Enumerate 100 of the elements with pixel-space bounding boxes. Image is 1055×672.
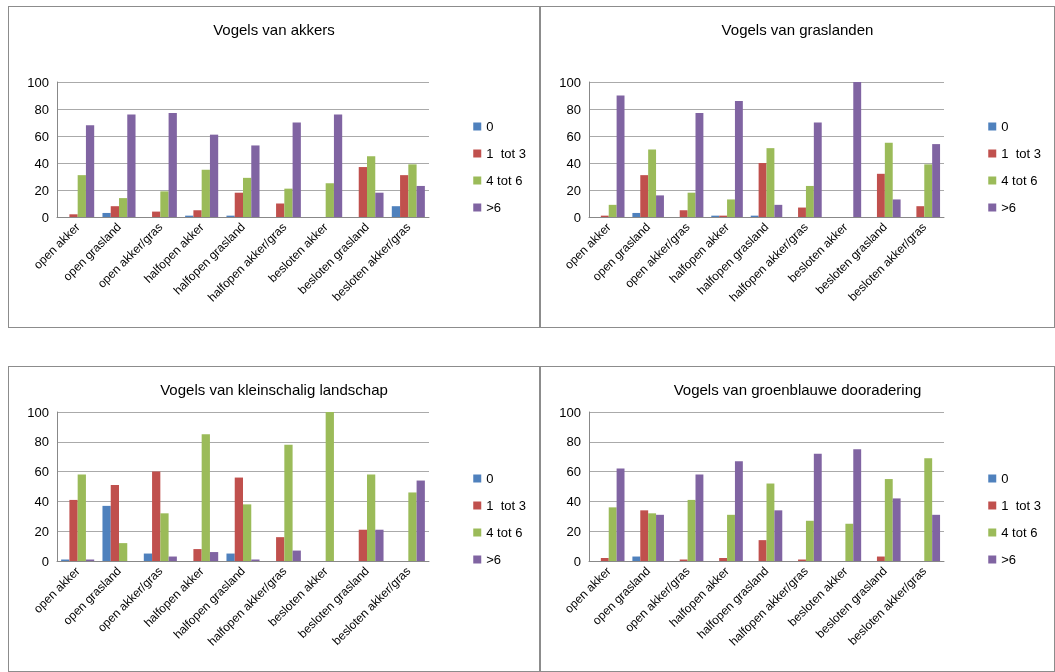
- bar: [367, 474, 376, 561]
- bar: [640, 175, 649, 217]
- legend-label: >6: [1001, 552, 1017, 567]
- chart-title: Vogels van kleinschalig landschap: [160, 381, 388, 398]
- bar: [616, 468, 625, 561]
- y-tick-label: 0: [41, 209, 49, 225]
- bar: [774, 204, 783, 217]
- y-tick-label: 0: [573, 553, 581, 569]
- bar: [375, 192, 384, 217]
- bar: [648, 513, 657, 561]
- bar: [243, 504, 252, 561]
- y-tick-label: 100: [27, 404, 49, 420]
- y-tick-label: 60: [566, 128, 581, 144]
- bar: [774, 510, 783, 561]
- bar: [358, 167, 367, 217]
- bar: [243, 177, 252, 217]
- bar: [358, 529, 367, 561]
- bar: [884, 479, 893, 561]
- legend-label: 1 tot 3: [486, 146, 526, 161]
- y-tick-label: 100: [27, 74, 49, 90]
- y-tick-label: 100: [559, 74, 581, 90]
- bar: [813, 453, 822, 561]
- bar: [805, 520, 814, 561]
- bar: [924, 458, 933, 561]
- bar: [367, 156, 376, 217]
- y-tick-label: 20: [34, 182, 49, 198]
- bar: [632, 556, 641, 561]
- bar: [924, 164, 933, 217]
- y-tick-label: 60: [566, 464, 581, 480]
- legend-label: 0: [486, 119, 494, 134]
- bar: [798, 207, 806, 217]
- bar: [110, 485, 119, 561]
- bar: [656, 514, 664, 561]
- legend-label: >6: [1001, 200, 1017, 215]
- bar: [77, 175, 86, 217]
- y-tick-label: 80: [34, 101, 49, 117]
- bar: [892, 498, 901, 561]
- bar: [102, 212, 111, 217]
- bar: [632, 212, 641, 217]
- bar: [727, 199, 735, 217]
- bar: [845, 523, 854, 561]
- bar: [127, 114, 136, 217]
- bar: [325, 412, 334, 561]
- bar: [209, 134, 219, 217]
- bar: [687, 499, 696, 561]
- bar: [719, 558, 728, 561]
- y-tick-label: 20: [34, 523, 49, 539]
- y-tick-label: 20: [566, 523, 581, 539]
- bar: [69, 214, 78, 217]
- bar: [916, 206, 925, 217]
- legend-label: >6: [486, 200, 502, 215]
- bar: [119, 543, 128, 561]
- bar: [884, 142, 893, 217]
- legend-label: 1 tot 3: [1001, 498, 1041, 513]
- bar: [758, 540, 767, 561]
- y-tick-label: 80: [34, 434, 49, 450]
- legend-label: 4 tot 6: [486, 525, 523, 540]
- bar: [251, 145, 260, 217]
- y-tick-label: 60: [34, 128, 49, 144]
- bar: [758, 163, 767, 217]
- bar: [813, 122, 822, 217]
- bar: [375, 529, 384, 561]
- bar: [226, 553, 235, 561]
- bar: [143, 553, 153, 561]
- y-tick-label: 40: [566, 155, 581, 171]
- bar: [325, 183, 334, 217]
- legend-label: 4 tot 6: [486, 173, 523, 188]
- bar: [932, 144, 941, 217]
- y-tick-label: 40: [34, 493, 49, 509]
- bar: [193, 549, 202, 561]
- bar: [805, 185, 814, 217]
- y-tick-label: 60: [34, 464, 49, 480]
- y-tick-label: 0: [41, 553, 49, 569]
- chart-title: Vogels van graslanden: [721, 21, 874, 38]
- bar: [932, 514, 941, 561]
- bar: [276, 203, 285, 217]
- legend-label: 4 tot 6: [1001, 525, 1038, 540]
- bar: [110, 206, 119, 217]
- bar: [102, 505, 111, 561]
- chart-title: Vogels van akkers: [213, 21, 335, 38]
- legend-label: 1 tot 3: [1001, 146, 1041, 161]
- y-tick-label: 40: [34, 155, 49, 171]
- bar: [168, 113, 177, 217]
- bar: [876, 173, 885, 217]
- bar: [284, 188, 293, 217]
- legend-label: 1 tot 3: [486, 498, 526, 513]
- bar: [119, 198, 128, 217]
- bar: [416, 185, 425, 217]
- bar: [276, 537, 285, 561]
- bar: [408, 492, 417, 561]
- y-tick-label: 20: [566, 182, 581, 198]
- bar: [284, 444, 293, 561]
- bar: [600, 558, 609, 561]
- bar: [85, 125, 95, 217]
- bar: [234, 477, 243, 561]
- bar: [679, 210, 688, 217]
- legend-label: 0: [1001, 471, 1009, 486]
- y-tick-label: 80: [566, 434, 581, 450]
- bar: [608, 507, 617, 561]
- bar: [853, 449, 862, 561]
